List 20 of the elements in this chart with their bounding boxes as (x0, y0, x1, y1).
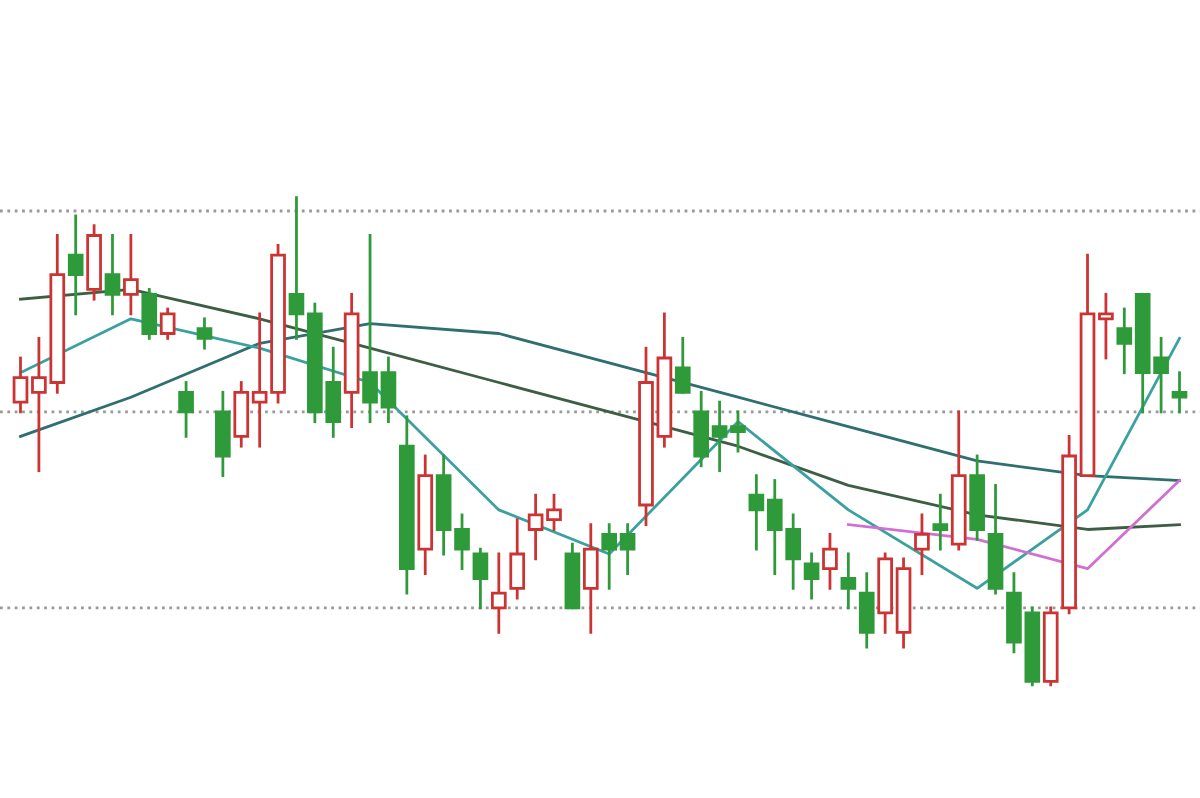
candlestick (914, 513, 930, 575)
candlestick (178, 381, 194, 438)
candlestick (509, 518, 526, 600)
candlestick (822, 533, 838, 590)
candlestick (67, 214, 84, 316)
candlestick (215, 390, 231, 477)
candlestick (674, 337, 691, 394)
candlestick (104, 234, 121, 316)
candlestick (932, 493, 949, 551)
candlestick (472, 547, 489, 610)
candlestick (123, 234, 139, 316)
candlestick (582, 523, 599, 634)
candlestick (196, 317, 213, 350)
candlestick (490, 552, 507, 634)
candlestick (1171, 371, 1188, 414)
candlestick (803, 552, 820, 600)
candlestick (159, 307, 176, 340)
candlestick (840, 552, 857, 610)
candlestick (141, 288, 158, 340)
candlestick (858, 572, 875, 649)
